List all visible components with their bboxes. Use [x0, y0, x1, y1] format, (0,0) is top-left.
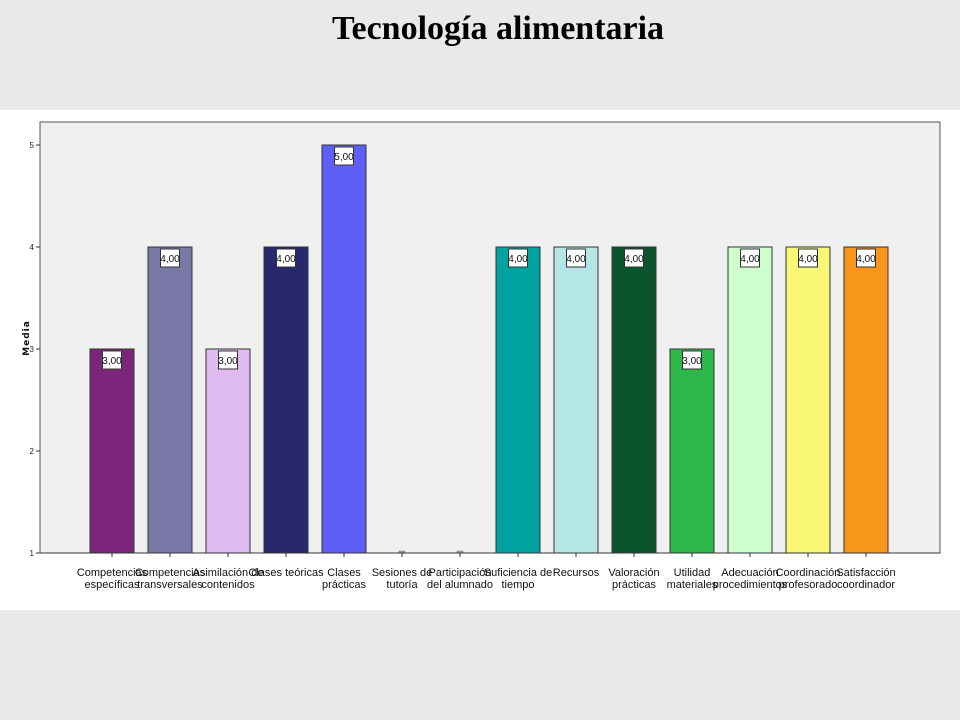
x-tick-label: Sesiones de tutoría	[372, 567, 433, 591]
x-tick-label: Participación del alumnado	[427, 567, 493, 591]
y-tick-label: 4	[30, 243, 35, 252]
x-tick-label: Adecuación procedimientos	[713, 567, 788, 591]
x-tick-label: Asimilación de contenidos	[193, 567, 264, 591]
y-tick-label: 2	[30, 447, 35, 456]
data-label-box	[856, 248, 876, 268]
data-label: 4,00	[508, 254, 528, 265]
data-label-box	[566, 248, 586, 268]
data-label: 4,00	[856, 254, 876, 265]
x-tick-label: Satisfacción coordinador	[836, 567, 895, 591]
data-label: 4,00	[276, 254, 296, 265]
x-tick-label: Coordinación profesorado	[776, 567, 841, 591]
data-label: 5,00	[334, 152, 354, 163]
data-label-box	[798, 248, 818, 268]
data-label: 3,00	[102, 356, 122, 367]
x-tick-label: Clases teóricas	[248, 567, 324, 579]
y-tick-label: 1	[30, 549, 35, 558]
data-label: 4,00	[624, 254, 644, 265]
data-label: 4,00	[798, 254, 818, 265]
x-tick-label: Valoración prácticas	[608, 567, 659, 591]
x-tick-label: Utilidad materiales	[667, 567, 718, 591]
bar	[205, 348, 251, 554]
bar	[669, 348, 715, 554]
bar	[843, 246, 889, 554]
data-label-box	[276, 248, 296, 268]
bar	[553, 246, 599, 554]
bar	[611, 246, 657, 554]
y-tick-label: 3	[30, 345, 35, 354]
data-label-box	[624, 248, 644, 268]
data-label: 4,00	[740, 254, 760, 265]
data-label-box	[508, 248, 528, 268]
bar	[727, 246, 773, 554]
slide-title: Tecnología alimentaria	[331, 10, 665, 47]
data-label: 3,00	[682, 356, 702, 367]
x-tick-label: Competencias específicas	[77, 567, 148, 591]
data-label-box	[102, 350, 122, 370]
data-label-box	[334, 146, 354, 166]
data-label-box	[682, 350, 702, 370]
data-label-box	[218, 350, 238, 370]
bar	[89, 348, 135, 554]
data-label: 3,00	[218, 356, 238, 367]
bar	[263, 246, 309, 554]
chart-panel: 1 2 3 4 5 Media 3,00 Competencias específicas 4,0…	[0, 110, 960, 610]
data-label: 4,00	[160, 254, 180, 265]
x-tick-label: Clases prácticas	[322, 567, 367, 591]
x-tick-label: Suficiencia de tiempo	[484, 567, 553, 591]
bar	[785, 246, 831, 554]
x-tick-label: Recursos	[553, 567, 600, 579]
y-tick-label: 5	[30, 141, 35, 150]
bar	[495, 246, 541, 554]
data-label: 4,00	[566, 254, 586, 265]
y-axis-title: Media	[22, 320, 32, 356]
bar	[321, 144, 367, 554]
bar	[147, 246, 193, 554]
bar-chart: 1 2 3 4 5 Media 3,00 Competencias específicas 4,0…	[22, 121, 941, 591]
x-tick-label: Competencias transversales	[135, 567, 206, 591]
data-label-box	[160, 248, 180, 268]
data-label-box	[740, 248, 760, 268]
